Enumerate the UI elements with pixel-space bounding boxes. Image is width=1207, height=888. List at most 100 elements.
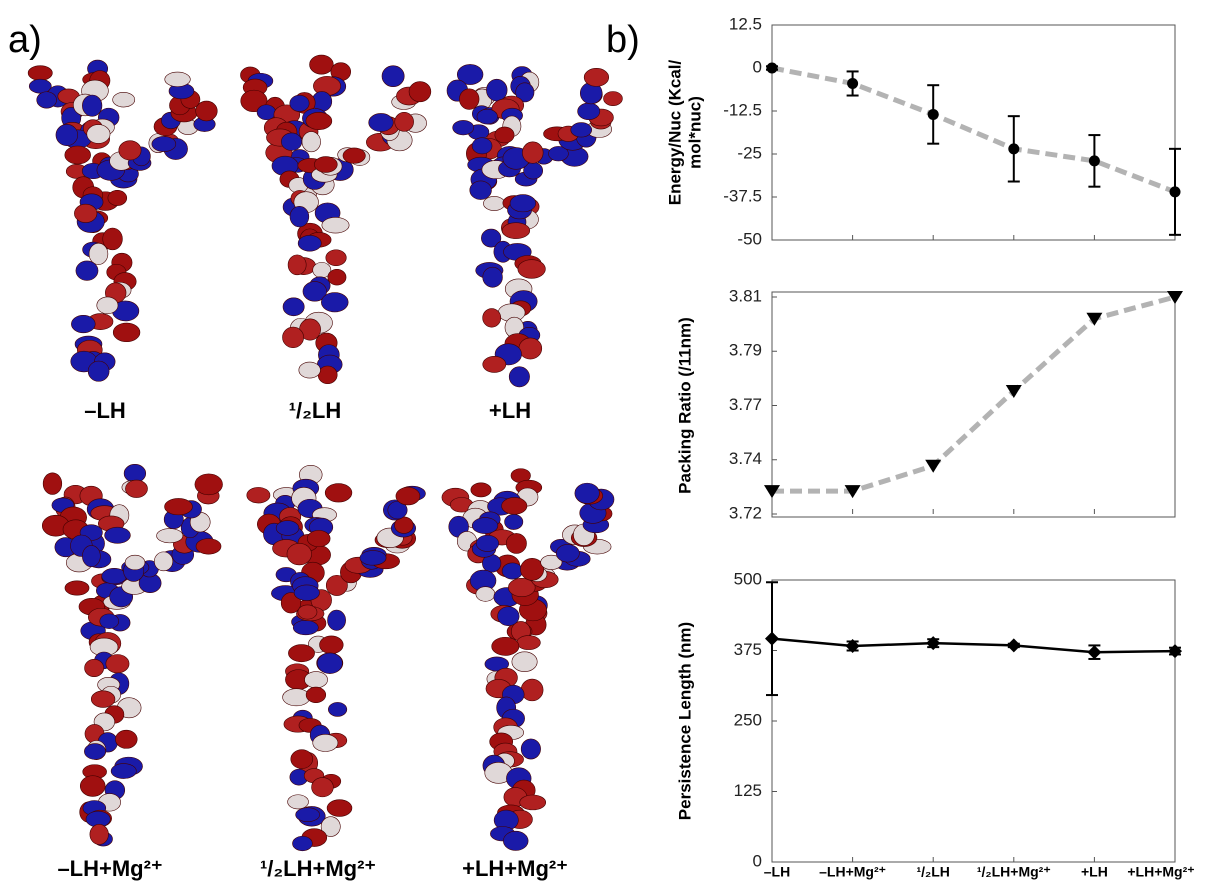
marker bbox=[847, 77, 859, 89]
series-line bbox=[771, 65, 1176, 195]
atom bbox=[64, 580, 90, 596]
atom bbox=[314, 156, 338, 173]
atom bbox=[395, 486, 421, 506]
atom bbox=[287, 794, 309, 810]
series-line bbox=[771, 637, 1176, 654]
atom bbox=[317, 365, 338, 385]
y-tick-label: 3.81 bbox=[729, 286, 762, 305]
atom bbox=[112, 322, 141, 343]
atom bbox=[87, 360, 110, 382]
atom bbox=[501, 562, 523, 580]
atom bbox=[110, 763, 137, 779]
atom bbox=[84, 743, 106, 760]
atom bbox=[292, 620, 319, 636]
atom bbox=[328, 702, 348, 717]
series-line bbox=[772, 294, 1176, 494]
marker bbox=[764, 485, 780, 499]
marker bbox=[925, 459, 942, 473]
atom bbox=[516, 635, 541, 650]
atom bbox=[475, 586, 496, 602]
atom bbox=[55, 123, 79, 146]
atom bbox=[540, 554, 563, 570]
atom bbox=[511, 651, 538, 672]
y-tick-label: 125 bbox=[734, 781, 762, 800]
atom bbox=[99, 613, 120, 629]
atom bbox=[497, 606, 520, 627]
x-tick-label: –LH bbox=[764, 864, 790, 880]
atom bbox=[312, 734, 339, 752]
atom bbox=[519, 794, 547, 811]
marker bbox=[927, 108, 939, 120]
atom bbox=[102, 227, 123, 251]
atom bbox=[456, 64, 484, 85]
atom bbox=[89, 823, 109, 845]
marker bbox=[1008, 143, 1020, 155]
atom bbox=[319, 635, 344, 655]
atom bbox=[104, 526, 131, 544]
atom bbox=[36, 91, 57, 109]
y-tick-label: 0 bbox=[753, 57, 762, 76]
atom bbox=[459, 88, 480, 110]
atom bbox=[517, 259, 546, 279]
panel-label: a) bbox=[8, 19, 42, 61]
atom bbox=[295, 807, 320, 823]
atom bbox=[282, 297, 305, 317]
atom bbox=[194, 473, 223, 496]
atom bbox=[305, 686, 327, 703]
x-tick-label: +LH+Mg²⁺ bbox=[1127, 864, 1194, 880]
atom bbox=[28, 78, 52, 94]
atom bbox=[301, 131, 321, 153]
atom bbox=[570, 122, 593, 138]
atom bbox=[368, 113, 394, 132]
atom bbox=[292, 835, 313, 852]
y-tick-label: 12.5 bbox=[729, 14, 762, 33]
atom bbox=[508, 366, 530, 388]
atom bbox=[123, 464, 147, 483]
atom bbox=[107, 190, 128, 206]
atom bbox=[305, 112, 333, 130]
panel-label: b) bbox=[606, 19, 640, 61]
marker bbox=[844, 485, 861, 499]
atom bbox=[64, 145, 91, 165]
atom bbox=[548, 146, 569, 162]
atom bbox=[494, 126, 515, 144]
y-axis-label: mol*nuc) bbox=[685, 96, 704, 169]
atom bbox=[275, 520, 300, 536]
atom bbox=[156, 528, 184, 544]
marker bbox=[1005, 385, 1022, 399]
marker bbox=[1169, 186, 1181, 198]
x-tick-label: –LH+Mg²⁺ bbox=[819, 864, 886, 880]
structures bbox=[27, 54, 623, 852]
atom bbox=[475, 534, 500, 552]
atom bbox=[317, 652, 343, 674]
atom bbox=[256, 104, 277, 121]
y-tick-label: 3.77 bbox=[729, 395, 762, 414]
atom bbox=[286, 542, 312, 566]
atom bbox=[408, 81, 432, 103]
atom bbox=[84, 659, 105, 677]
atom bbox=[452, 120, 475, 136]
atom bbox=[520, 558, 545, 581]
atom bbox=[482, 308, 502, 328]
marker bbox=[1006, 638, 1021, 653]
atom bbox=[321, 292, 349, 313]
y-tick-label: 250 bbox=[734, 710, 762, 729]
atom bbox=[327, 609, 346, 631]
marker bbox=[1167, 291, 1183, 304]
atom bbox=[483, 196, 506, 211]
atom bbox=[90, 690, 116, 708]
marker bbox=[1086, 312, 1103, 326]
atom bbox=[471, 137, 493, 155]
structure-label: +LH+Mg²⁺ bbox=[462, 856, 568, 881]
atom bbox=[289, 206, 310, 228]
marker bbox=[766, 62, 778, 74]
y-axis-label: Persistence Length (nm) bbox=[675, 622, 694, 820]
atom bbox=[342, 147, 366, 164]
atom bbox=[321, 216, 350, 234]
atom bbox=[282, 326, 304, 349]
atom bbox=[74, 203, 98, 223]
atom bbox=[287, 254, 307, 276]
atom bbox=[105, 654, 130, 674]
atom bbox=[115, 729, 138, 749]
x-tick-label: +LH bbox=[1081, 864, 1108, 880]
